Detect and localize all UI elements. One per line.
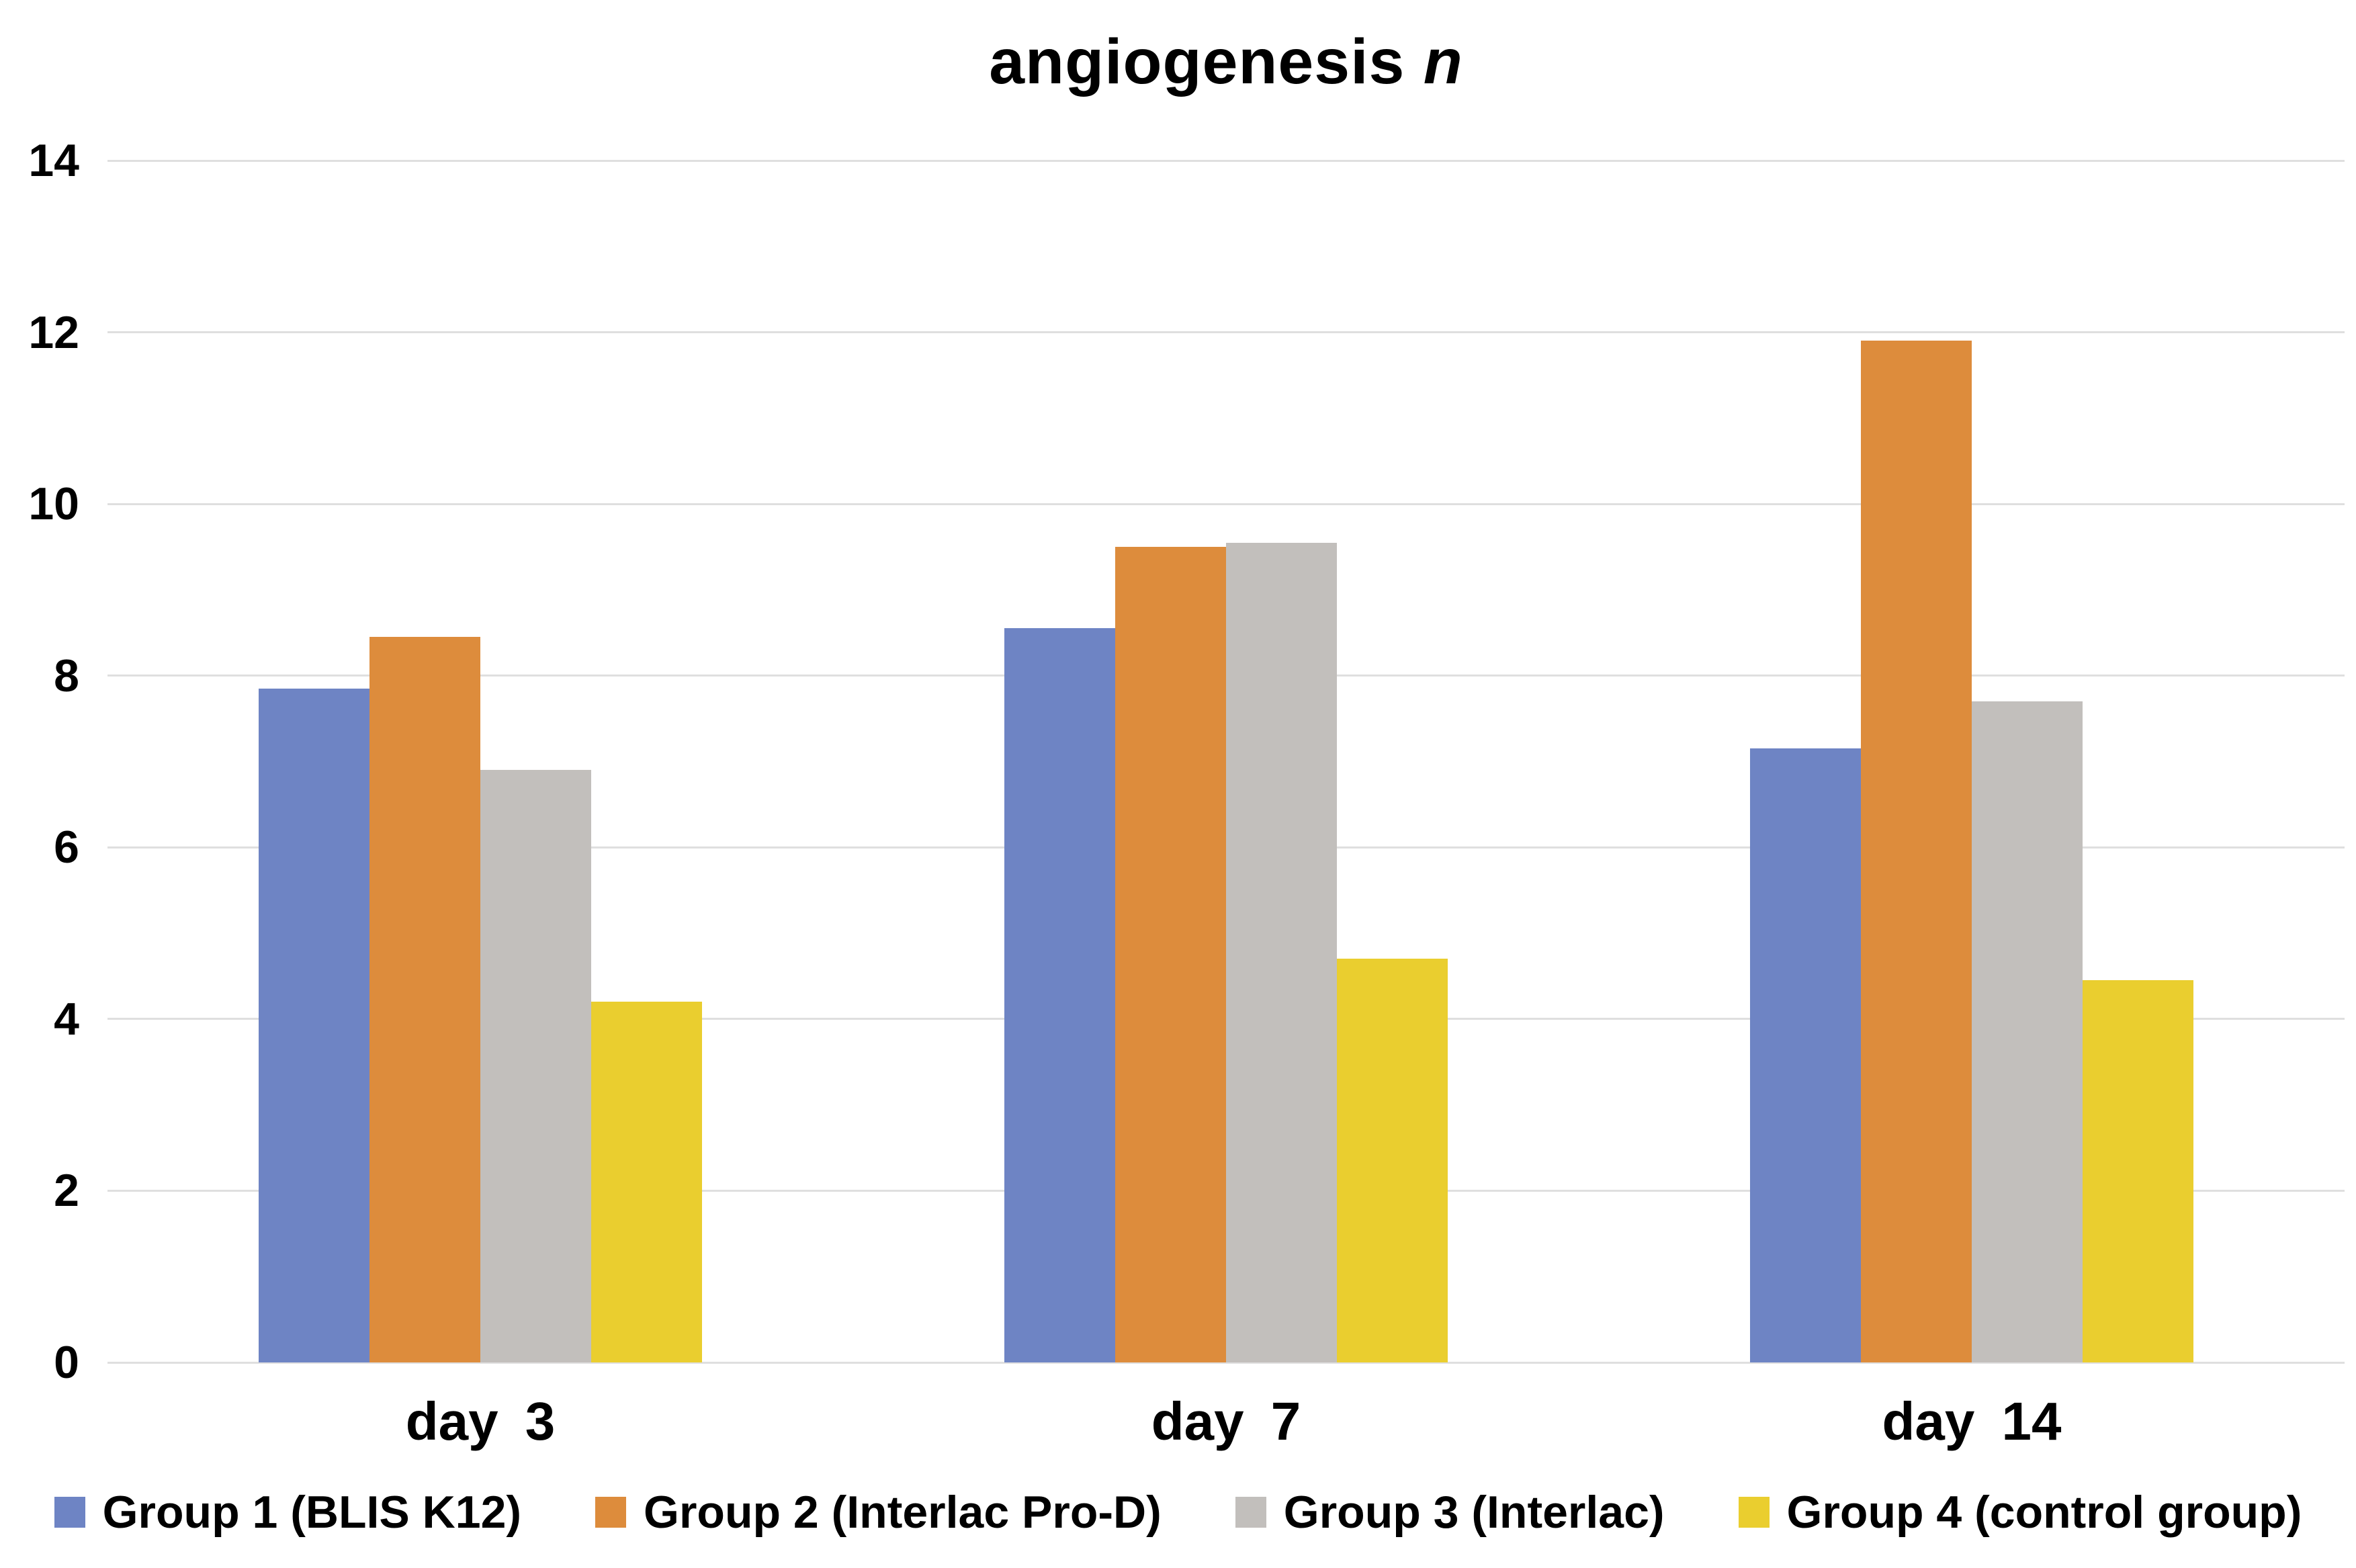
legend: Group 1 (BLIS K12) Group 2 (Interlac Pro-… [0, 1486, 2356, 1538]
bar-group [1599, 161, 2345, 1362]
bar [1226, 543, 1337, 1362]
legend-label: Group 1 (BLIS K12) [102, 1487, 522, 1538]
legend-label: Group 4 (control group) [1786, 1487, 2302, 1538]
x-axis-label: day 7 [1151, 1391, 1301, 1451]
chart-title-italic-n: n [1423, 26, 1463, 97]
legend-item: Group 4 (control group) [1738, 1486, 2302, 1538]
legend-color-swatch [1738, 1497, 1770, 1528]
bar [1861, 341, 1972, 1362]
bar [2083, 980, 2193, 1362]
bar [1115, 547, 1226, 1362]
bar [591, 1002, 702, 1362]
bar [1004, 628, 1115, 1362]
bar-group [853, 161, 1599, 1362]
x-axis-label: day 14 [1882, 1391, 2062, 1451]
y-axis-tick-label: 8 [54, 650, 79, 701]
y-axis-tick-label: 4 [54, 993, 79, 1045]
bar [480, 770, 591, 1362]
bar [369, 637, 480, 1362]
chart-title-main: angiogenesis [989, 26, 1405, 97]
y-axis-tick-label: 14 [28, 135, 79, 186]
y-axis-tick-label: 0 [54, 1337, 79, 1388]
gridline [107, 1361, 2345, 1364]
bar [1337, 959, 1448, 1362]
x-axis: day 3 day 7 day 14 [107, 1362, 2345, 1463]
y-axis: 0 2 4 6 8 10 12 14 [0, 138, 79, 1385]
legend-label: Group 2 (Interlac Pro-D) [644, 1487, 1162, 1538]
legend-item: Group 2 (Interlac Pro-D) [595, 1486, 1162, 1538]
legend-color-swatch [1235, 1497, 1266, 1528]
x-axis-label: day 3 [405, 1391, 556, 1451]
gridline [107, 503, 2345, 505]
bar [259, 689, 369, 1362]
bar [1972, 701, 2083, 1362]
legend-color-swatch [595, 1497, 627, 1528]
y-axis-tick-label: 2 [54, 1165, 79, 1217]
gridline [107, 159, 2345, 162]
y-axis-tick-label: 6 [54, 822, 79, 873]
y-axis-tick-label: 12 [28, 306, 79, 358]
bar [1750, 748, 1861, 1362]
legend-item: Group 1 (BLIS K12) [54, 1486, 521, 1538]
legend-label: Group 3 (Interlac) [1283, 1487, 1665, 1538]
y-axis-tick-label: 10 [28, 478, 79, 530]
gridline [107, 331, 2345, 334]
chart-title: angiogenesis n [107, 26, 2345, 99]
plot-area [107, 159, 2345, 1364]
legend-item: Group 3 (Interlac) [1235, 1486, 1665, 1538]
bar-group [107, 161, 853, 1362]
legend-color-swatch [54, 1497, 85, 1528]
